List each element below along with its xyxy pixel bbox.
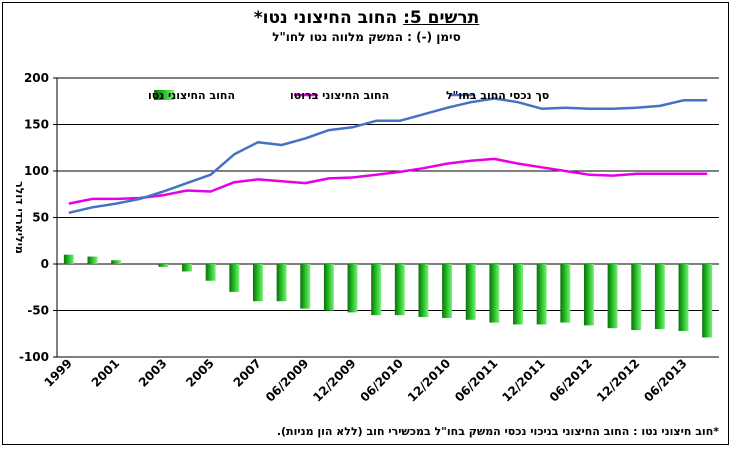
bar-net-external-debt	[323, 264, 334, 311]
bar-net-external-debt	[371, 264, 382, 316]
chart-subtitle: סימן (-) : המשק מלווה נטו לחו"ל	[272, 30, 461, 44]
bar-net-external-debt	[702, 264, 713, 338]
y-axis-title: מיליארדי דולר	[13, 181, 26, 254]
chart-frame	[2, 2, 729, 445]
bar-net-external-debt	[678, 264, 689, 331]
bar-net-external-debt	[87, 256, 98, 264]
y-tick-label: 150	[24, 118, 49, 132]
bar-net-external-debt	[560, 264, 571, 323]
line-gross-external-debt	[68, 157, 708, 205]
y-tick-label: -100	[19, 350, 49, 364]
bar-net-external-debt	[418, 264, 429, 318]
y-tick-label: 100	[24, 164, 49, 178]
chart-title: תרשים 5: החוב החיצוני נטו*	[0, 8, 733, 28]
y-tick-label: -50	[27, 304, 49, 318]
x-tick-label: 2003	[136, 356, 170, 390]
chart-title-prefix: תרשים 5:	[403, 8, 480, 28]
bar-net-external-debt	[347, 264, 358, 313]
footnote: *חוב חיצוני נטו : החוב החיצוני בניכוי נכ…	[276, 425, 719, 438]
legend-label: החוב החיצוני ברוטו	[290, 89, 389, 102]
x-tick-label: 12/2010	[405, 356, 453, 404]
bar-net-external-debt	[536, 264, 547, 325]
x-tick-label: 06/2013	[641, 356, 689, 404]
y-tick-label: 0	[41, 257, 49, 271]
line-total-debt-assets	[68, 97, 708, 215]
bar-net-external-debt	[158, 264, 169, 267]
bar-net-external-debt	[465, 264, 476, 320]
bar-net-external-debt	[182, 264, 193, 272]
x-tick-label: 12/2011	[499, 356, 547, 404]
bar-net-external-debt	[252, 264, 263, 302]
x-tick-label: 12/2012	[594, 356, 642, 404]
y-tick-label: 50	[32, 211, 49, 225]
bar-net-external-debt	[276, 264, 287, 302]
bar-net-external-debt	[394, 264, 405, 316]
chart-title-main: החוב החיצוני נטו*	[253, 8, 404, 28]
x-tick-label: 06/2010	[358, 356, 406, 404]
bar-net-external-debt	[442, 264, 453, 318]
bar-net-external-debt	[513, 264, 524, 325]
bar-net-external-debt	[489, 264, 500, 323]
bar-net-external-debt	[63, 254, 74, 264]
legend-label: סך נכסי החוב בחו"ל	[446, 89, 549, 102]
bar-net-external-debt	[300, 264, 311, 309]
bar-net-external-debt	[111, 260, 122, 264]
bar-net-external-debt	[631, 264, 642, 331]
bar-net-external-debt	[583, 264, 594, 326]
x-tick-label: 06/2009	[263, 356, 311, 404]
x-tick-label: 12/2009	[310, 356, 358, 404]
legend-swatch	[154, 90, 174, 100]
y-tick-label: 200	[24, 71, 49, 85]
bar-net-external-debt	[607, 264, 618, 329]
x-tick-label: 2007	[231, 356, 265, 390]
x-tick-label: 06/2011	[452, 356, 500, 404]
x-tick-label: 2001	[89, 356, 123, 390]
bar-net-external-debt	[654, 264, 665, 330]
x-tick-label: 2005	[183, 356, 217, 390]
bar-net-external-debt	[229, 264, 240, 292]
legend-label: החוב החיצוני נטו	[148, 89, 235, 102]
x-tick-label: 06/2012	[547, 356, 595, 404]
bar-net-external-debt	[205, 264, 216, 281]
